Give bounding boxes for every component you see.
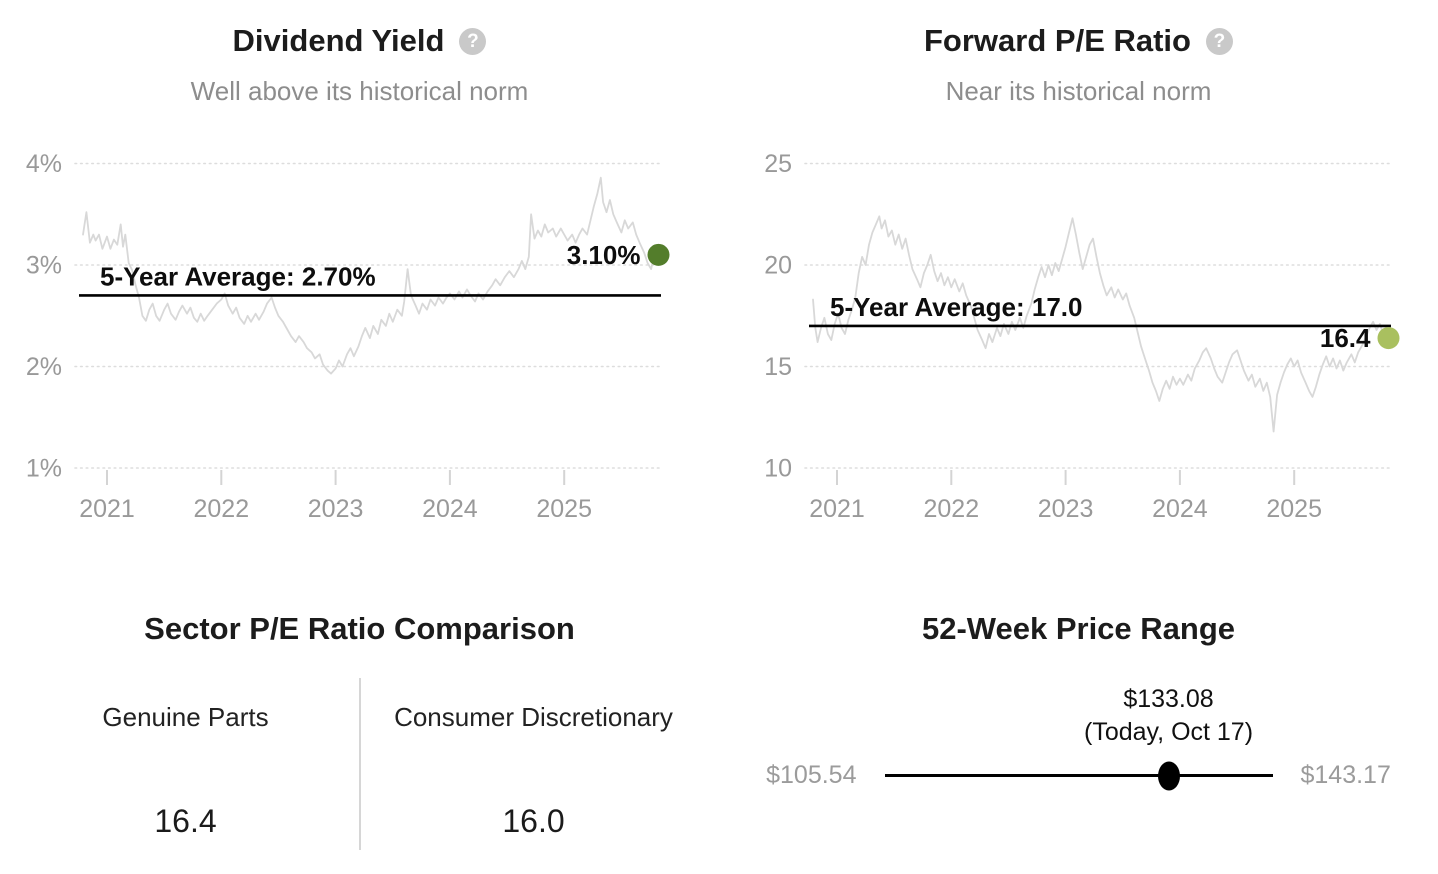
panel-title-text: Forward P/E Ratio <box>924 23 1191 58</box>
y-tick-label: 20 <box>764 252 792 280</box>
y-tick-label: 2% <box>26 353 62 381</box>
current-price-date: (Today, Oct 17) <box>1083 717 1254 746</box>
price-range-title: 52-Week Price Range <box>921 611 1236 646</box>
x-tick-label: 2024 <box>1152 495 1208 523</box>
price-range-line <box>884 774 1273 777</box>
sector-column-value: 16.0 <box>502 803 565 839</box>
x-tick-label: 2021 <box>79 495 135 523</box>
y-tick-label: 10 <box>764 455 792 483</box>
y-tick-label: 1% <box>26 455 62 483</box>
price-range-track: $133.08 (Today, Oct 17) <box>884 685 1273 790</box>
dividend-yield-panel: Dividend Yield ? Well above its historic… <box>0 0 719 545</box>
sector-comparison-columns: Genuine Parts 16.4 Consumer Discretionar… <box>13 678 707 850</box>
price-range-thumb <box>1157 761 1180 790</box>
x-tick-label: 2021 <box>809 495 865 523</box>
x-tick-label: 2023 <box>308 495 364 523</box>
x-tick-label: 2022 <box>923 495 979 523</box>
current-value-dot <box>647 243 670 266</box>
current-price-label: $133.08 <box>1123 684 1214 713</box>
panel-title-text: Dividend Yield <box>232 23 445 58</box>
x-tick-label: 2024 <box>422 495 478 523</box>
help-icon[interactable]: ? <box>459 27 487 55</box>
series-line <box>812 215 1386 433</box>
sector-column-genuine-parts: Genuine Parts 16.4 <box>13 678 359 850</box>
divider <box>358 678 361 850</box>
help-icon[interactable]: ? <box>1205 27 1233 55</box>
current-value-label: 3.10% <box>567 240 641 270</box>
price-range-panel: 52-Week Price Range $105.54 $133.08 (Tod… <box>719 545 1438 874</box>
sector-column-label: Consumer Discretionary <box>394 702 673 732</box>
y-tick-label: 4% <box>26 150 62 178</box>
y-tick-label: 3% <box>26 252 62 280</box>
forward-pe-subtitle: Near its historical norm <box>945 76 1212 106</box>
y-tick-label: 15 <box>764 353 792 381</box>
sector-comparison-title: Sector P/E Ratio Comparison <box>144 611 575 646</box>
x-tick-label: 2025 <box>536 495 592 523</box>
x-tick-label: 2022 <box>193 495 249 523</box>
sector-column-consumer-discretionary: Consumer Discretionary 16.0 <box>361 678 707 850</box>
sector-column-value: 16.4 <box>154 803 217 839</box>
price-range-high-label: $143.17 <box>1300 761 1391 789</box>
current-value-dot <box>1377 327 1400 350</box>
x-tick-label: 2025 <box>1266 495 1322 523</box>
average-label: 5-Year Average: 17.0 <box>830 292 1082 322</box>
forward-pe-panel: Forward P/E Ratio ? Near its historical … <box>719 0 1438 545</box>
average-label: 5-Year Average: 2.70% <box>100 261 376 291</box>
series-line <box>82 176 656 375</box>
y-tick-label: 25 <box>764 150 792 178</box>
dividend-yield-subtitle: Well above its historical norm <box>190 76 529 106</box>
current-value-label: 16.4 <box>1320 323 1371 353</box>
sector-column-label: Genuine Parts <box>102 702 269 732</box>
forward-pe-chart: 25 20 15 10 2021 2022 2023 2024 2025 5-Year Avera… <box>764 150 1400 523</box>
price-range-low-label: $105.54 <box>766 761 857 789</box>
dividend-yield-title: Dividend Yield ? <box>0 20 719 62</box>
forward-pe-title: Forward P/E Ratio ? <box>719 20 1438 62</box>
current-price-block: $133.08 (Today, Oct 17) <box>1084 683 1253 749</box>
x-tick-label: 2023 <box>1038 495 1094 523</box>
sector-comparison-panel: Sector P/E Ratio Comparison Genuine Part… <box>0 545 719 874</box>
price-range-widget: $105.54 $133.08 (Today, Oct 17) $143.17 <box>719 685 1438 790</box>
dividend-yield-chart: 4% 3% 2% 1% 2021 2022 2023 2024 2025 5-Year Avera… <box>26 150 670 523</box>
